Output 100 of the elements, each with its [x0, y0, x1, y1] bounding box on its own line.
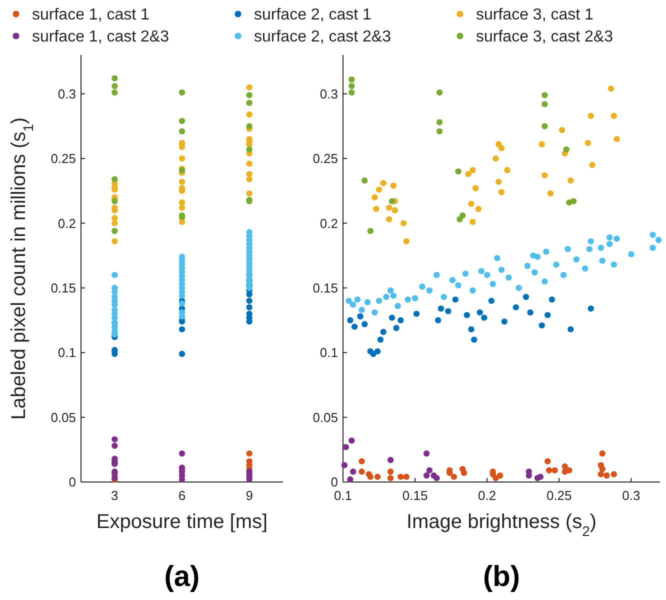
- point: [614, 136, 620, 142]
- point: [112, 272, 118, 278]
- point: [464, 312, 470, 318]
- x-tick-label: 3: [111, 488, 118, 503]
- point: [470, 287, 476, 294]
- point: [440, 294, 447, 300]
- point: [542, 278, 548, 285]
- point: [548, 296, 556, 303]
- point: [372, 194, 378, 200]
- point: [351, 324, 358, 330]
- y-tick-label: 0.3: [58, 86, 76, 102]
- point: [606, 240, 613, 248]
- y-tick-label: 0.1: [320, 345, 338, 360]
- point: [490, 280, 496, 288]
- point: [599, 258, 606, 264]
- point: [112, 89, 118, 96]
- point: [436, 128, 443, 134]
- y-tick-label: 0.3: [320, 86, 338, 102]
- y-tick-label: 0.2: [320, 216, 338, 231]
- point: [606, 234, 613, 241]
- point: [390, 182, 397, 189]
- point: [112, 198, 118, 204]
- point: [588, 112, 594, 119]
- point: [341, 462, 348, 468]
- y-tick-label: 0.1: [58, 345, 76, 360]
- point: [434, 475, 440, 482]
- point: [112, 238, 118, 244]
- point: [610, 112, 617, 119]
- point: [610, 471, 617, 478]
- y-tick-label: 0.25: [50, 151, 76, 166]
- legend-label: surface 3, cast 2&3: [476, 28, 614, 46]
- y-tick-label: 0: [330, 474, 338, 490]
- point: [588, 306, 594, 312]
- point: [472, 185, 479, 192]
- point: [426, 467, 433, 474]
- point: [178, 118, 186, 124]
- point: [112, 82, 118, 90]
- point: [494, 255, 500, 262]
- point: [449, 277, 456, 284]
- point: [358, 306, 365, 313]
- point: [506, 274, 512, 281]
- point: [367, 474, 374, 480]
- point: [496, 472, 504, 479]
- point: [357, 313, 364, 320]
- point: [650, 244, 656, 251]
- point: [496, 178, 502, 185]
- point: [438, 306, 444, 312]
- point: [542, 92, 548, 98]
- point: [112, 176, 118, 182]
- point: [387, 475, 394, 482]
- point: [498, 266, 505, 273]
- point: [403, 474, 410, 480]
- point: [542, 172, 548, 178]
- point: [452, 296, 458, 303]
- point: [532, 269, 538, 276]
- point: [582, 265, 588, 272]
- point: [112, 442, 118, 449]
- point: [386, 216, 392, 222]
- point: [178, 204, 186, 211]
- point: [394, 302, 401, 310]
- point: [347, 317, 354, 324]
- point: [498, 145, 505, 152]
- x-tick-label: 9: [246, 488, 253, 503]
- point: [398, 474, 404, 480]
- x-axis-title: Exposure time [ms]: [96, 511, 268, 533]
- point: [350, 302, 356, 308]
- point: [246, 84, 252, 90]
- text: (a): [164, 561, 200, 593]
- y-tick-label: 0: [68, 474, 76, 490]
- point: [380, 328, 386, 335]
- point: [376, 186, 382, 193]
- x-tick-label: 0.1: [334, 488, 352, 503]
- point: [412, 295, 418, 302]
- point: [470, 218, 476, 226]
- point: [498, 189, 505, 196]
- point: [387, 456, 394, 464]
- point: [178, 300, 186, 307]
- point: [246, 100, 252, 106]
- point: [246, 190, 252, 197]
- point: [522, 294, 530, 300]
- point: [178, 313, 186, 320]
- point: [538, 322, 545, 329]
- point: [604, 472, 610, 479]
- point: [588, 238, 594, 244]
- point: [372, 309, 378, 316]
- point: [346, 298, 352, 304]
- point: [374, 474, 381, 480]
- point: [347, 476, 354, 483]
- point: [475, 206, 482, 212]
- point: [516, 284, 522, 292]
- point: [484, 272, 490, 278]
- point: [426, 287, 433, 294]
- point: [598, 471, 604, 478]
- point: [445, 308, 452, 314]
- point: [492, 155, 499, 162]
- point: [614, 236, 620, 242]
- point: [450, 474, 458, 480]
- point: [524, 262, 531, 270]
- point: [178, 128, 186, 134]
- point: [403, 238, 410, 244]
